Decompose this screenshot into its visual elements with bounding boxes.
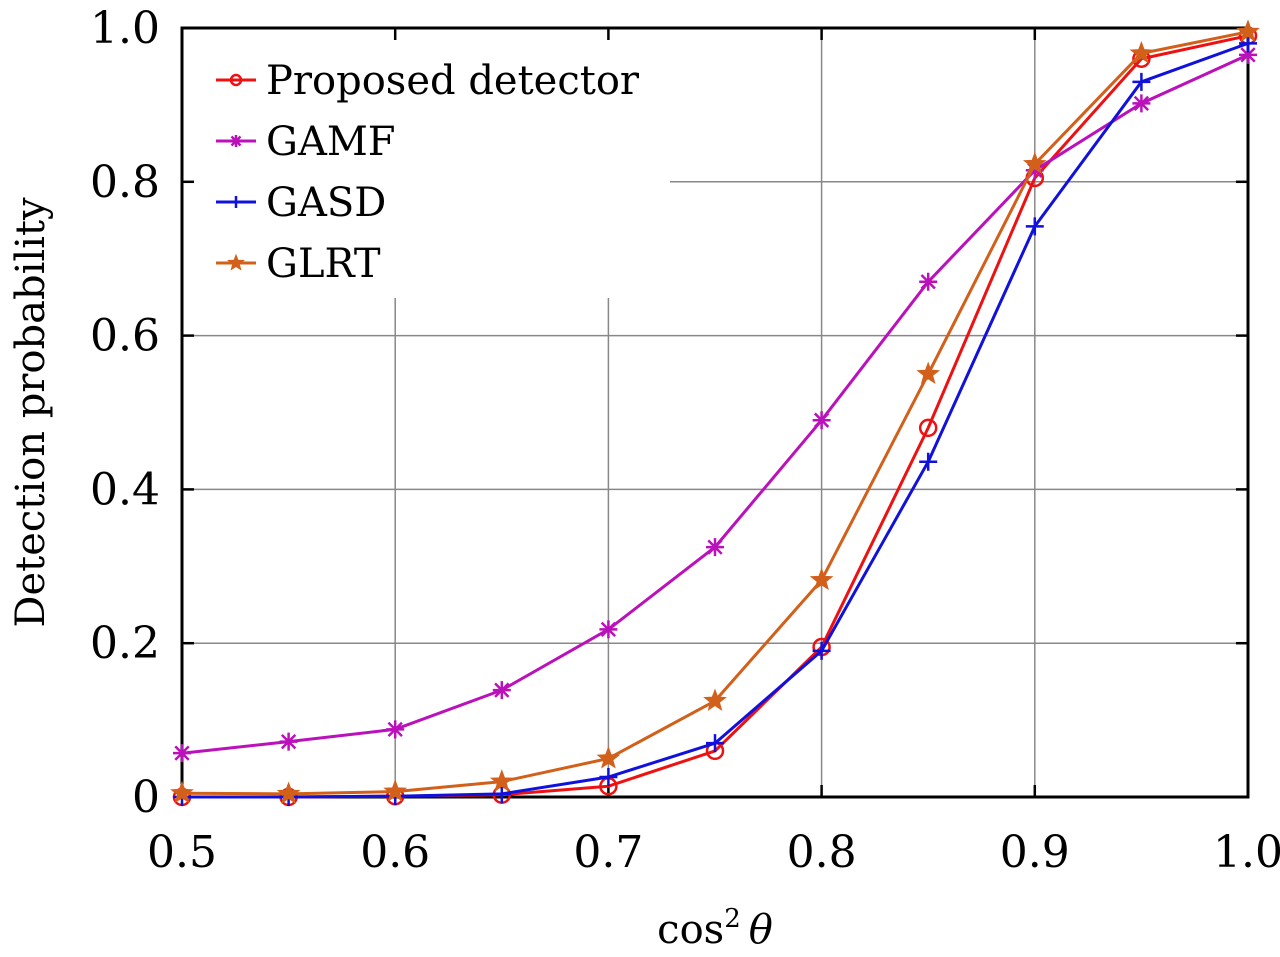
plus-marker xyxy=(1132,72,1151,91)
circle-marker xyxy=(918,418,938,438)
legend-entry: GAMF xyxy=(216,119,396,165)
star-marker xyxy=(809,567,834,591)
series-gasd xyxy=(173,34,1257,806)
star-marker xyxy=(1236,19,1260,42)
legend-label: Proposed detector xyxy=(266,58,640,104)
x-axis-label-exponent: 2 xyxy=(724,904,741,934)
x-tick-label: 0.9 xyxy=(1000,827,1070,878)
x-axis-label-func: cos xyxy=(657,907,724,953)
series-lines xyxy=(170,19,1260,807)
legend-label: GASD xyxy=(266,180,386,226)
star-marker xyxy=(916,361,941,385)
star-marker xyxy=(227,253,245,271)
circle-marker xyxy=(229,73,243,87)
asterisk-marker xyxy=(1239,45,1257,64)
plus-marker xyxy=(812,641,831,660)
plus-marker xyxy=(1239,34,1257,53)
asterisk-marker xyxy=(230,135,242,147)
asterisk-marker xyxy=(1132,94,1151,113)
plus-marker xyxy=(706,734,724,753)
y-tick-label: 0.2 xyxy=(90,618,160,669)
star-marker xyxy=(1022,151,1047,175)
star-marker xyxy=(703,688,727,711)
series-glrt xyxy=(170,19,1260,804)
y-tick-label: 1.0 xyxy=(90,3,160,54)
plus-marker xyxy=(492,784,511,803)
series-gamf xyxy=(173,45,1257,763)
x-tick-label: 0.5 xyxy=(147,827,217,878)
legend: Proposed detector GAMF GASD GLRT xyxy=(216,58,640,287)
asterisk-marker xyxy=(1025,161,1044,180)
star-marker xyxy=(170,780,194,804)
x-tick-label: 1.0 xyxy=(1213,827,1280,878)
plus-marker xyxy=(1025,217,1044,236)
legend-label: GLRT xyxy=(266,241,381,287)
x-tick-label: 0.8 xyxy=(787,827,857,878)
star-marker xyxy=(383,779,408,802)
legend-entry: Proposed detector xyxy=(216,58,640,104)
y-axis-label: Detection probability xyxy=(8,197,54,628)
star-marker xyxy=(489,769,514,792)
legend-background xyxy=(194,40,670,298)
asterisk-marker xyxy=(173,744,191,763)
x-axis-label: cos2 θ xyxy=(657,904,773,953)
legend-entry: GLRT xyxy=(216,241,381,287)
asterisk-marker xyxy=(706,538,724,557)
asterisk-marker xyxy=(492,681,511,700)
star-marker xyxy=(596,746,621,769)
plus-marker xyxy=(599,768,618,787)
legend-box xyxy=(194,40,670,298)
asterisk-marker xyxy=(599,620,618,639)
y-tick-label: 0 xyxy=(132,772,160,823)
asterisk-marker xyxy=(386,720,405,739)
axis-ticks: 0.5 0.6 0.7 0.8 0.9 1.0 0 0.2 0.4 0.6 0.8 1.0 xyxy=(90,3,1280,878)
star-marker xyxy=(276,781,301,804)
x-axis-label-variable: θ xyxy=(749,907,773,953)
asterisk-marker xyxy=(279,732,298,751)
x-tick-label: 0.6 xyxy=(360,827,430,878)
y-tick-label: 0.8 xyxy=(90,157,160,208)
plus-marker xyxy=(230,196,242,208)
x-tick-label: 0.7 xyxy=(573,827,643,878)
asterisk-marker xyxy=(812,411,831,430)
legend-label: GAMF xyxy=(266,119,396,165)
asterisk-marker xyxy=(919,272,938,291)
legend-entry: GASD xyxy=(216,180,386,226)
y-tick-label: 0.4 xyxy=(90,464,160,515)
y-tick-label: 0.6 xyxy=(90,311,160,362)
plus-marker xyxy=(919,452,938,471)
plot-frame xyxy=(180,26,1250,799)
star-marker xyxy=(1129,40,1154,64)
